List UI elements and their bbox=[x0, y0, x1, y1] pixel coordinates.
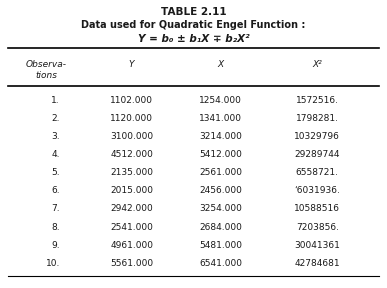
Text: 3.: 3. bbox=[51, 132, 60, 141]
Text: Data used for Quadratic Engel Function :: Data used for Quadratic Engel Function : bbox=[81, 20, 306, 30]
Text: 7.: 7. bbox=[51, 204, 60, 213]
Text: 3100.000: 3100.000 bbox=[110, 132, 153, 141]
Text: 6.: 6. bbox=[51, 186, 60, 195]
Text: Observa-
tions: Observa- tions bbox=[26, 60, 67, 80]
Text: 2.: 2. bbox=[51, 114, 60, 123]
Text: 1341.000: 1341.000 bbox=[199, 114, 242, 123]
Text: Y = b₀ ± b₁X ∓ b₂X²: Y = b₀ ± b₁X ∓ b₂X² bbox=[138, 34, 249, 44]
Text: 42784681: 42784681 bbox=[295, 259, 340, 268]
Text: TABLE 2.11: TABLE 2.11 bbox=[161, 7, 226, 17]
Text: 2684.000: 2684.000 bbox=[199, 223, 242, 232]
Text: X: X bbox=[217, 60, 224, 69]
Text: 2456.000: 2456.000 bbox=[199, 186, 242, 195]
Text: 6558721.: 6558721. bbox=[296, 168, 339, 177]
Text: 2942.000: 2942.000 bbox=[110, 204, 153, 213]
Text: 10588516: 10588516 bbox=[295, 204, 340, 213]
Text: 1798281.: 1798281. bbox=[296, 114, 339, 123]
Text: 10.: 10. bbox=[46, 259, 60, 268]
Text: 2541.000: 2541.000 bbox=[110, 223, 153, 232]
Text: 29289744: 29289744 bbox=[295, 150, 340, 159]
Text: 6541.000: 6541.000 bbox=[199, 259, 242, 268]
Text: 5561.000: 5561.000 bbox=[110, 259, 153, 268]
Text: 2135.000: 2135.000 bbox=[110, 168, 153, 177]
Text: 1.: 1. bbox=[51, 96, 60, 105]
Text: 4.: 4. bbox=[51, 150, 60, 159]
Text: 2015.000: 2015.000 bbox=[110, 186, 153, 195]
Text: 3214.000: 3214.000 bbox=[199, 132, 242, 141]
Text: 2561.000: 2561.000 bbox=[199, 168, 242, 177]
Text: 8.: 8. bbox=[51, 223, 60, 232]
Text: 1120.000: 1120.000 bbox=[110, 114, 153, 123]
Text: 10329796: 10329796 bbox=[295, 132, 340, 141]
Text: 1254.000: 1254.000 bbox=[199, 96, 242, 105]
Text: 4512.000: 4512.000 bbox=[110, 150, 153, 159]
Text: 9.: 9. bbox=[51, 241, 60, 250]
Text: 7203856.: 7203856. bbox=[296, 223, 339, 232]
Text: X²: X² bbox=[312, 60, 322, 69]
Text: 5412.000: 5412.000 bbox=[199, 150, 242, 159]
Text: 1572516.: 1572516. bbox=[296, 96, 339, 105]
Text: 30041361: 30041361 bbox=[295, 241, 340, 250]
Text: 5481.000: 5481.000 bbox=[199, 241, 242, 250]
Text: ‘6031936.: ‘6031936. bbox=[295, 186, 340, 195]
Text: 3254.000: 3254.000 bbox=[199, 204, 242, 213]
Text: 5.: 5. bbox=[51, 168, 60, 177]
Text: 4961.000: 4961.000 bbox=[110, 241, 153, 250]
Text: Y: Y bbox=[129, 60, 134, 69]
Text: 1102.000: 1102.000 bbox=[110, 96, 153, 105]
